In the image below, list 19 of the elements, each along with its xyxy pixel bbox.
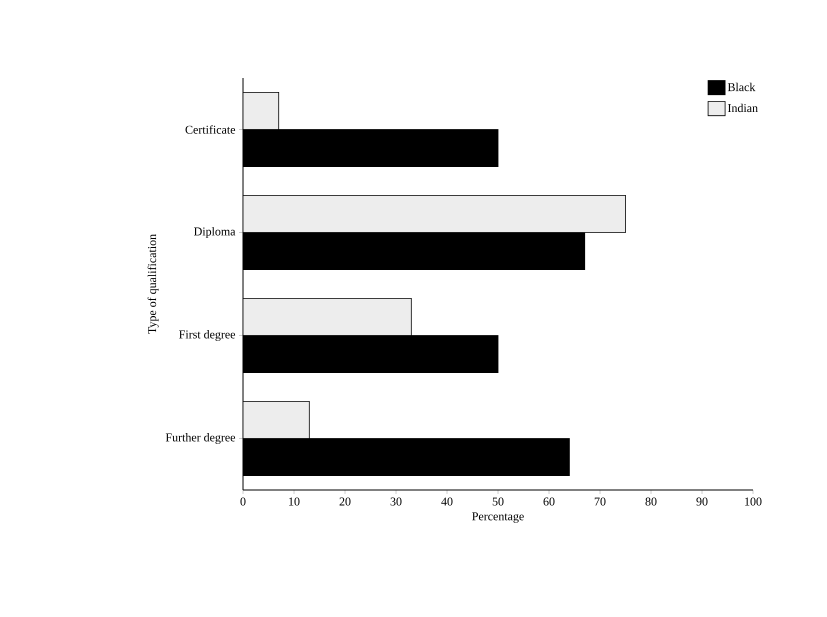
x-axis-title: Percentage bbox=[472, 512, 524, 523]
x-tick-label: 30 bbox=[390, 497, 402, 506]
x-tick-label: 10 bbox=[289, 497, 300, 506]
x-tick-label: 70 bbox=[594, 497, 606, 506]
x-tick-label: 100 bbox=[745, 497, 762, 506]
y-tick-label: First degree bbox=[179, 330, 236, 341]
x-tick-label: 60 bbox=[544, 497, 555, 506]
y-tick-label: Diploma bbox=[194, 227, 236, 238]
y-tick-label: Further degree bbox=[166, 433, 236, 444]
x-tick-label: 90 bbox=[696, 497, 708, 506]
x-tick-label: 80 bbox=[645, 497, 657, 506]
y-tick-label: Certificate bbox=[186, 125, 236, 134]
x-tick-label: 50 bbox=[492, 497, 504, 506]
legend-label: Indian bbox=[728, 104, 758, 112]
x-tick-label: 0 bbox=[240, 497, 246, 506]
y-axis-title: Type of qualification bbox=[148, 234, 159, 334]
x-tick-label: 20 bbox=[340, 497, 351, 506]
legend-label: Black bbox=[728, 82, 756, 92]
x-tick-label: 40 bbox=[441, 497, 453, 506]
